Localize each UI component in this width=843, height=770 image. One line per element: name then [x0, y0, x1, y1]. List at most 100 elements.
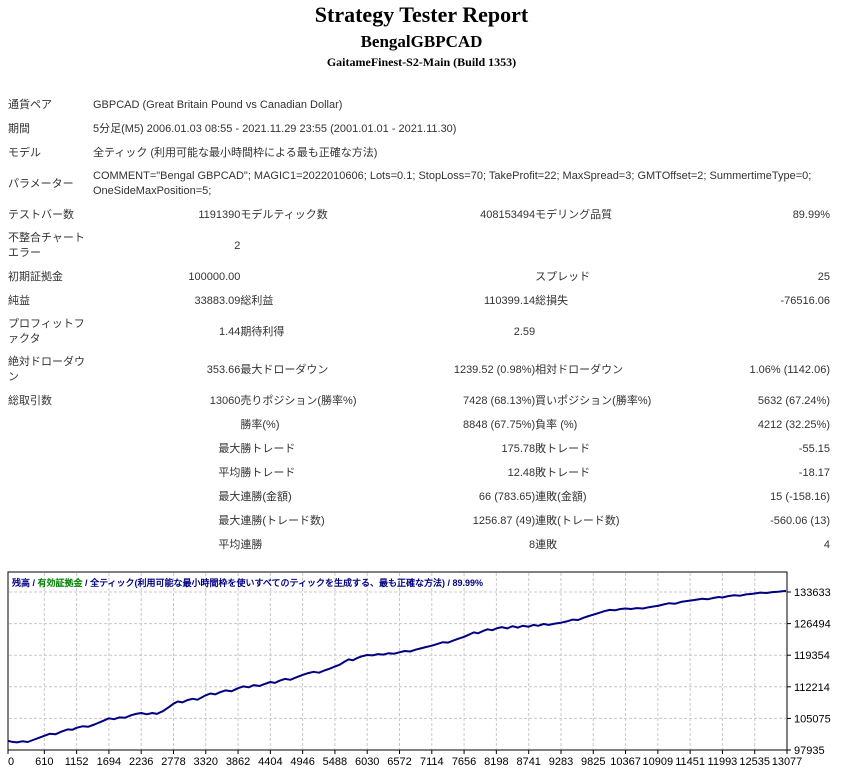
table-row: 最大 連勝(金額) 66 (783.65) 連敗(金額) 15 (-158.16) [8, 485, 830, 509]
table-row: 平均 勝トレード 12.48 敗トレード -18.17 [8, 461, 830, 485]
table-row: 初期証拠金 100000.00 スプレッド 25 [8, 265, 830, 289]
metric-label [8, 437, 93, 461]
metric-value: -76516.06 [780, 294, 830, 307]
table-row: 通貨ペア GBPCAD (Great Britain Pound vs Canad… [8, 93, 830, 117]
table-row: テストバー数 1191390 モデルティック数 408153494 モデリング品質 89.… [8, 203, 830, 227]
x-axis-label: 2236 [129, 756, 153, 768]
metric-value: 平均 [218, 538, 241, 551]
metric-label: パラメーター [8, 177, 74, 190]
title-block: Strategy Tester Report BengalGBPCAD Gait… [0, 0, 843, 70]
metric-value: 12.48 [507, 466, 536, 479]
metric-value: 最大 [218, 514, 241, 527]
metric-label: テストバー数 [8, 208, 74, 221]
metric-value: 7428 (68.13%) [463, 394, 536, 407]
metric-label [8, 533, 93, 557]
metric-label: 連勝(金額) [240, 490, 292, 503]
x-axis-label: 9825 [581, 756, 605, 768]
metric-value [388, 265, 535, 289]
metric-value: GBPCAD (Great Britain Pound vs Canadian … [93, 98, 343, 111]
table-row: 勝率(%) 8848 (67.75%) 負率 (%) 4212 (32.25%) [8, 413, 830, 437]
x-axis-label: 8741 [516, 756, 540, 768]
metric-value: 5分足(M5) 2006.01.03 08:55 - 2021.11.29 23… [93, 122, 457, 135]
table-row: パラメーター COMMENT="Bengal GBPCAD"; MAGIC1=20… [8, 165, 830, 203]
metric-label: 売りポジション(勝率%) [240, 394, 357, 407]
metric-label: 連勝 [240, 538, 263, 551]
x-axis-label: 2778 [161, 756, 185, 768]
metric-label: 通貨ペア [8, 98, 52, 111]
table-row: 純益 33883.09 総利益 110399.14 総損失 -76516.06 [8, 289, 830, 313]
x-axis-label: 9283 [549, 756, 573, 768]
y-axis-label: 112214 [794, 682, 830, 694]
x-axis-label: 7656 [452, 756, 476, 768]
metric-label [240, 265, 387, 289]
metric-label: 勝トレード [240, 442, 296, 455]
metric-label: 不整合チャートエラー [8, 232, 85, 259]
metric-value: 4 [823, 538, 830, 551]
metric-label [535, 313, 682, 351]
metric-label [8, 461, 93, 485]
table-row: モデル 全ティック (利用可能な最小時間枠による最も正確な方法) [8, 141, 830, 165]
report-title: Strategy Tester Report [314, 2, 529, 27]
metric-label: 初期証拠金 [8, 270, 63, 283]
terminal-build: GaitameFinest-S2-Main (Build 1353) [326, 55, 517, 69]
metric-label: 連敗 [535, 538, 558, 551]
metric-label: 期待利得 [240, 325, 285, 338]
legend-separator: / [30, 578, 38, 588]
metric-label [8, 485, 93, 509]
table-row: 最大 連勝(トレード数) 1256.87 (49) 連敗(トレード数) -560.06 … [8, 509, 830, 533]
metric-label: 絶対ドローダウン [8, 356, 85, 383]
metric-label [240, 227, 387, 265]
metric-value: -18.17 [798, 466, 830, 479]
metric-label: 最大ドローダウン [240, 363, 329, 376]
x-axis-label: 610 [35, 756, 53, 768]
x-axis-label: 11993 [708, 756, 738, 768]
metric-value: 33883.09 [194, 294, 241, 307]
legend-equity-label: 有効証拠金 [37, 578, 83, 588]
table-row: 最大 勝トレード 175.78 敗トレード -55.15 [8, 437, 830, 461]
metric-label [535, 227, 682, 265]
metric-value: 2 [234, 239, 241, 252]
metric-value: 353.66 [206, 363, 241, 376]
metric-value: 1191390 [198, 208, 241, 221]
metric-value: 100000.00 [188, 270, 241, 283]
metric-value: 1.44 [218, 325, 241, 338]
chart-legend: 残高 / 有効証拠金 / 全ティック(利用可能な最小時間枠を使いすべてのティック… [12, 576, 483, 589]
metric-value: 15 (-158.16) [770, 490, 830, 503]
metric-value: 全ティック (利用可能な最小時間枠による最も正確な方法) [93, 146, 378, 159]
balance-curve [7, 589, 787, 744]
table-row: 絶対ドローダウン 353.66 最大ドローダウン 1239.52 (0.98%) 相対ド… [8, 351, 830, 389]
metric-value: 25 [817, 270, 830, 283]
x-axis-label: 4404 [258, 756, 282, 768]
x-axis-label: 1152 [65, 756, 89, 768]
metric-label: 敗トレード [535, 466, 591, 479]
balance-chart: 97935 105075 112214 119354 126494 133633 0 610 1… [0, 570, 843, 770]
metric-label: 相対ドローダウン [535, 363, 624, 376]
metric-value: 8 [529, 538, 536, 551]
metric-label: 総損失 [535, 294, 569, 307]
metric-value: 1.06% (1142.06) [749, 363, 830, 376]
metric-label: 連敗(トレード数) [535, 514, 620, 527]
metric-label: 負率 (%) [535, 418, 578, 431]
balance-chart-svg: 97935 105075 112214 119354 126494 133633 0 610 1… [7, 571, 831, 768]
x-axis-label: 6572 [387, 756, 411, 768]
x-axis-label: 6030 [355, 756, 379, 768]
metric-value: COMMENT="Bengal GBPCAD"; MAGIC1=20220106… [93, 170, 812, 197]
metric-value: 408153494 [480, 208, 536, 221]
metric-value [388, 227, 535, 265]
y-axis-label: 119354 [794, 650, 830, 662]
x-axis-label: 10367 [610, 756, 641, 768]
table-row: 期間 5分足(M5) 2006.01.03 08:55 - 2021.11.29 … [8, 117, 830, 141]
metric-label: 総利益 [240, 294, 274, 307]
x-axis-label: 12535 [739, 756, 770, 768]
metric-label [8, 509, 93, 533]
x-axis-label: 3320 [194, 756, 218, 768]
x-axis-label: 1694 [97, 756, 121, 768]
metric-value [93, 413, 240, 437]
x-axis-label: 0 [8, 756, 14, 768]
y-axis-label: 126494 [794, 619, 831, 631]
metric-label: 期間 [8, 122, 30, 135]
metric-label: スプレッド [535, 270, 591, 283]
metric-value: 66 (783.65) [478, 490, 536, 503]
x-axis-label: 4946 [290, 756, 314, 768]
legend-model-label: 全ティック(利用可能な最小時間枠を使いすべてのティックを生成する、最も正確な方法… [90, 578, 484, 588]
